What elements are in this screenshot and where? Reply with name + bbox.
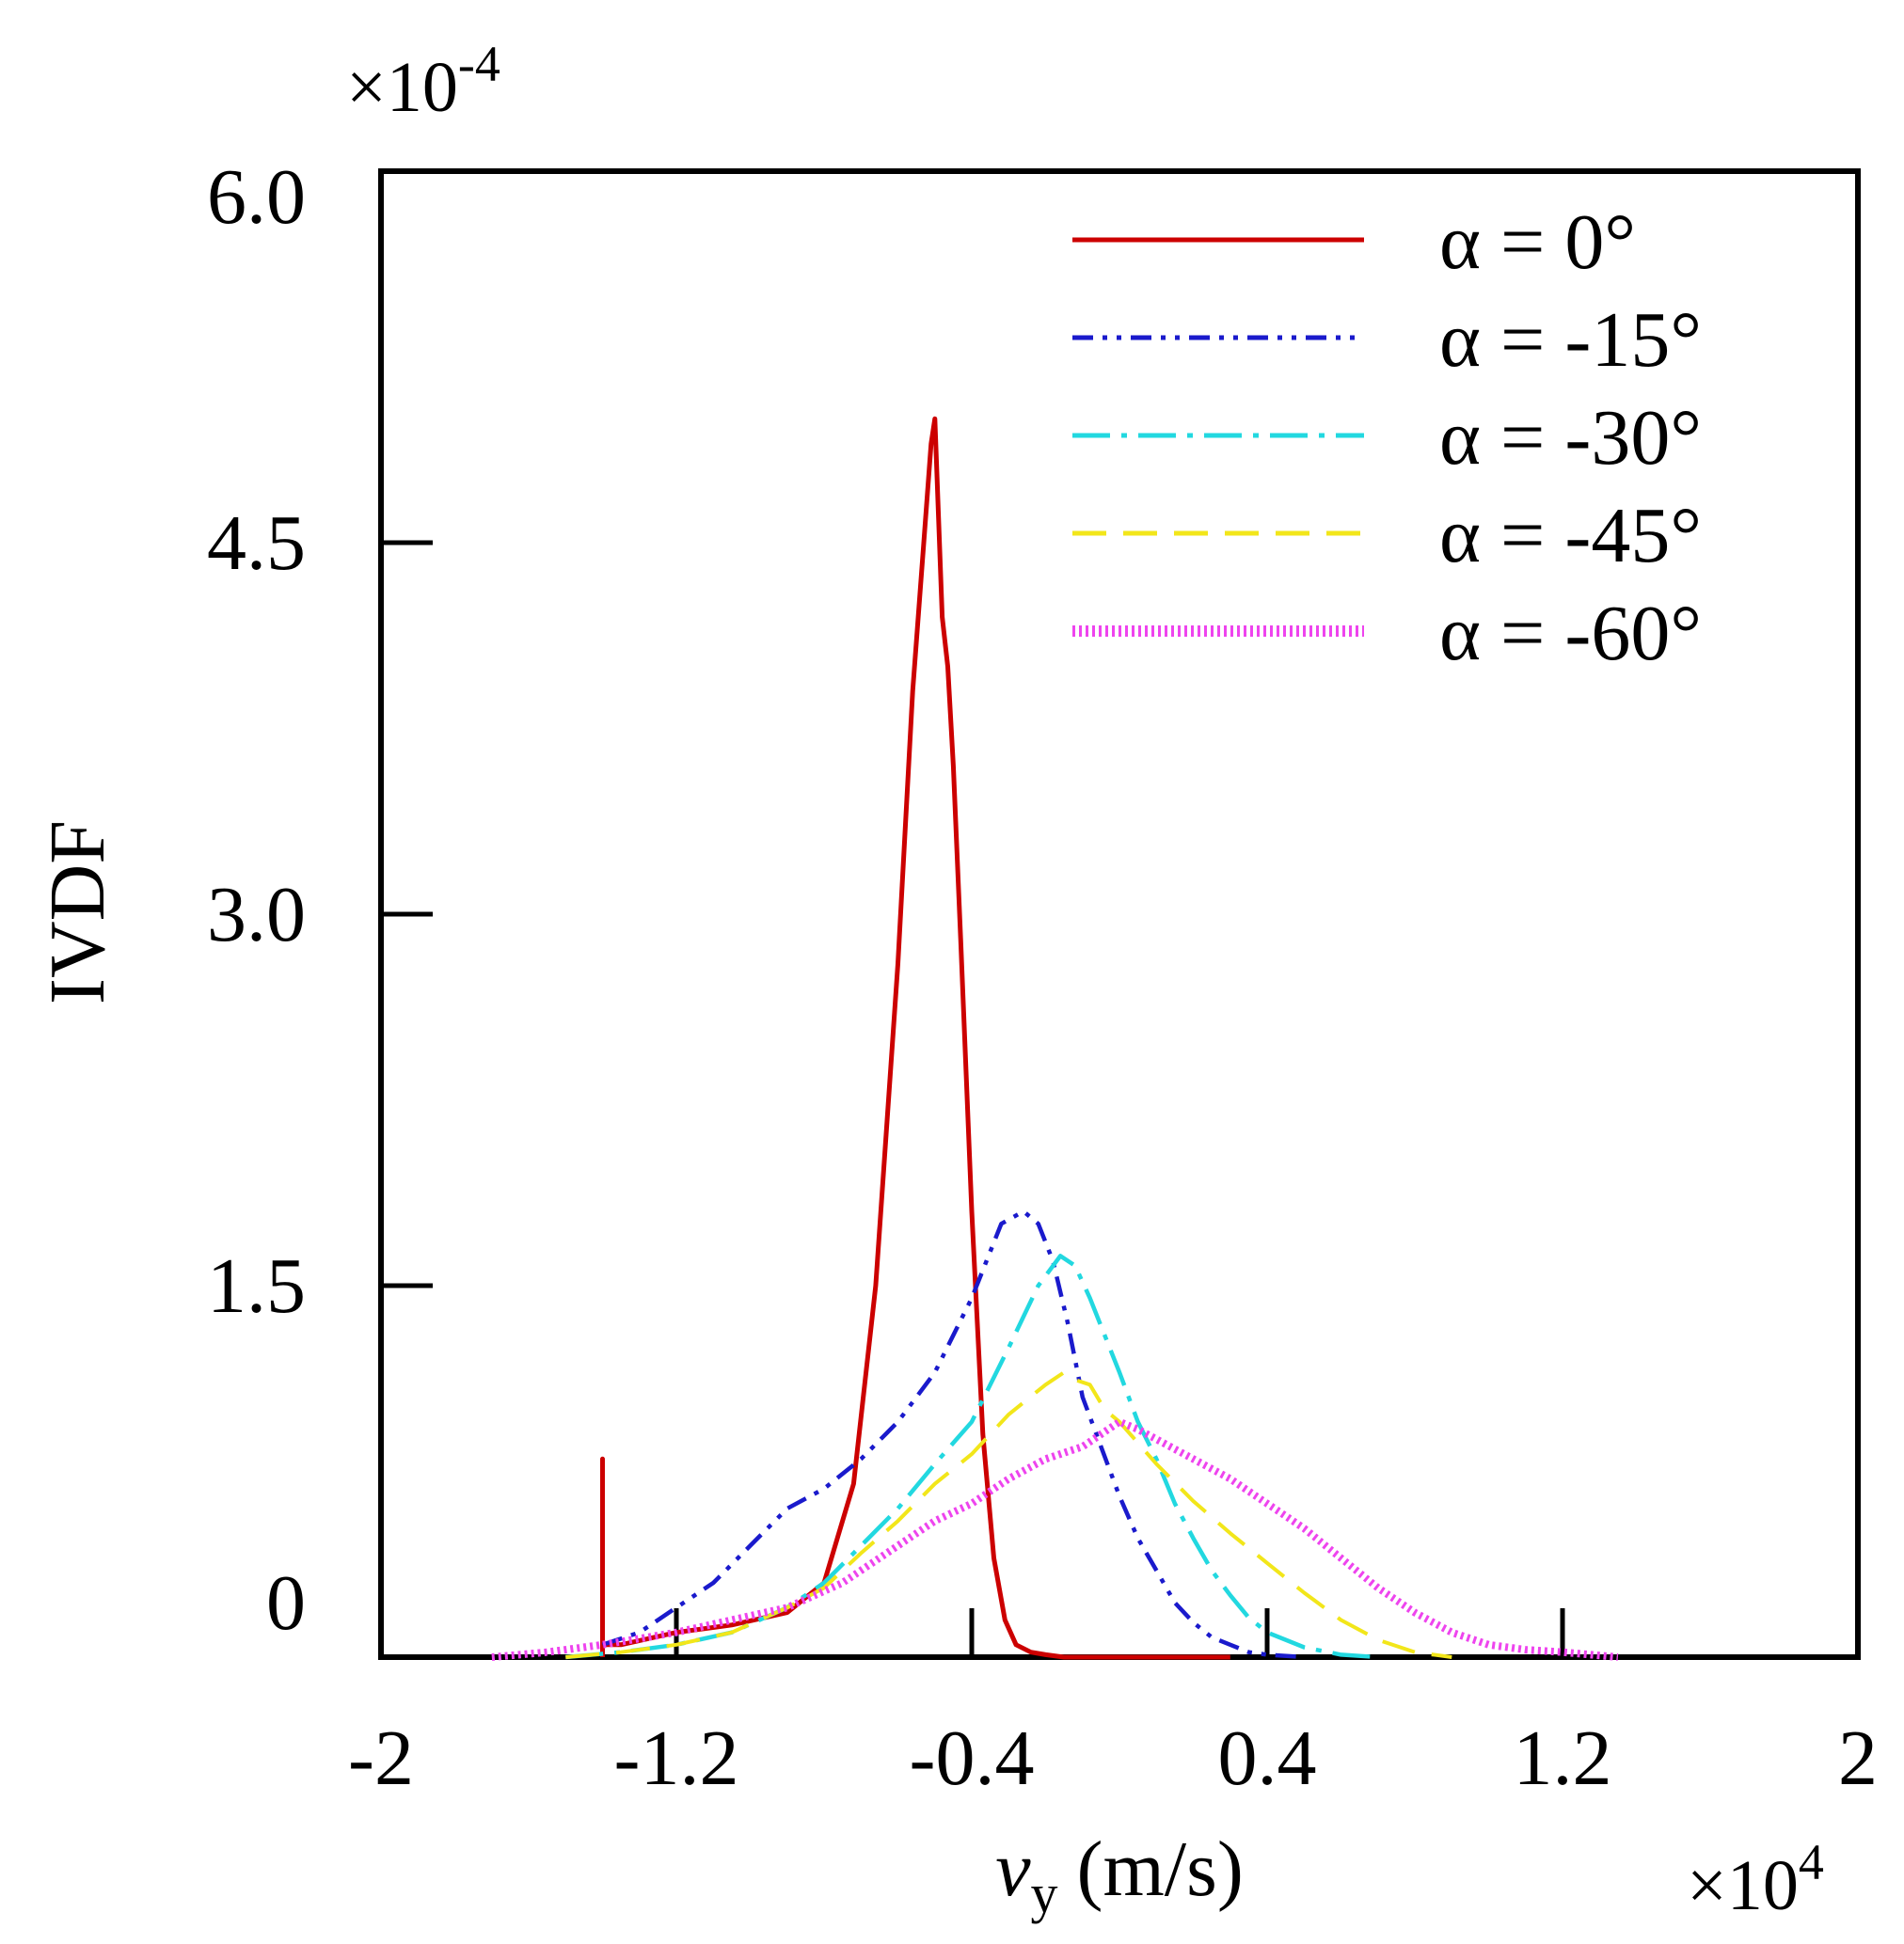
x-multiplier: ×104	[1687, 1834, 1824, 1925]
legend-label-2: α = -30°	[1439, 394, 1702, 482]
y-tick-label: 4.5	[207, 499, 306, 587]
x-tick-label: 2	[1838, 1715, 1878, 1802]
series-line-3	[565, 1370, 1452, 1659]
x-tick-label: -0.4	[910, 1715, 1035, 1802]
legend-label-1: α = -15°	[1439, 296, 1702, 384]
series-line-2	[565, 1254, 1378, 1660]
y-tick-label: 1.5	[207, 1242, 306, 1330]
x-tick-label: 0.4	[1218, 1715, 1317, 1802]
legend: α = 0° α = -15° α = -30° α = -45° α = -60°	[1072, 198, 1702, 677]
legend-label-4: α = -60°	[1439, 590, 1702, 677]
y-axis-title: IVDF	[34, 820, 121, 1004]
series-line-1	[601, 1209, 1305, 1660]
y-multiplier: ×10-4	[346, 36, 500, 127]
x-tick-label: -2	[348, 1715, 414, 1802]
ticks-layer: -2 -1.2 -0.4 0.4 1.2 2 0 1.5 3.0 4.5 6.0	[207, 153, 1878, 1802]
x-axis-title-var: v	[995, 1825, 1031, 1913]
y-tick-label: 6.0	[207, 153, 306, 241]
x-tick-label: -1.2	[614, 1715, 739, 1802]
y-tick-label: 0	[266, 1559, 306, 1647]
y-tick-label: 3.0	[207, 871, 306, 958]
x-multiplier-exp: 4	[1799, 1834, 1824, 1890]
series-layer	[491, 416, 1619, 1661]
legend-label-0: α = 0°	[1439, 198, 1636, 286]
x-axis-title: vy (m/s)	[995, 1825, 1244, 1924]
x-axis-title-unit: (m/s)	[1076, 1825, 1243, 1913]
x-axis-title-sub: y	[1030, 1863, 1057, 1924]
legend-label-3: α = -45°	[1439, 492, 1702, 579]
x-tick-label: 1.2	[1514, 1715, 1612, 1802]
series-line-0	[600, 416, 1230, 1660]
series-line-4	[491, 1417, 1619, 1661]
y-multiplier-exp: -4	[458, 36, 500, 92]
